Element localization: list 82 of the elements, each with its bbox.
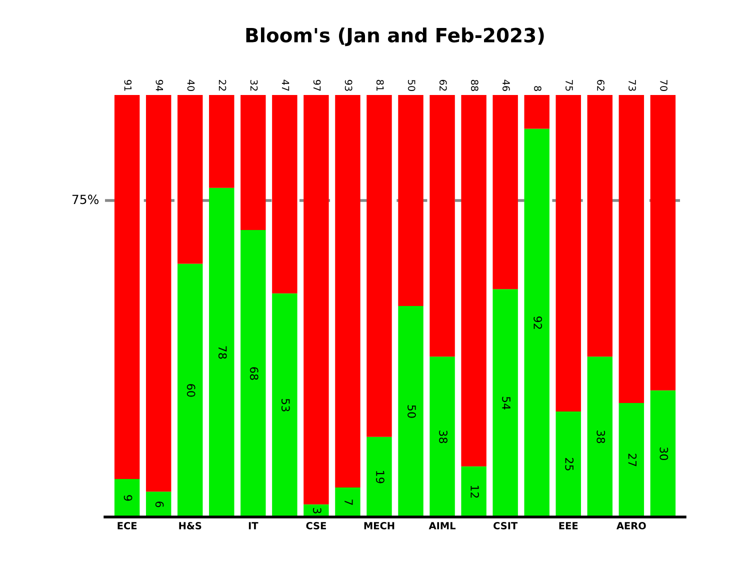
data-label: 6: [155, 502, 164, 508]
chart-title: Bloom's (Jan and Feb-2023): [246, 27, 544, 46]
bar: [430, 356, 455, 517]
data-label: 81: [376, 80, 384, 91]
bar: [587, 95, 612, 357]
bar: [178, 95, 203, 264]
bar: [398, 95, 424, 306]
data-label: 12: [470, 486, 479, 498]
bar: [556, 95, 581, 412]
data-label: 91: [124, 80, 132, 91]
bar: [587, 356, 612, 517]
data-label: 70: [660, 80, 668, 91]
x-tick-label: H&S: [179, 522, 202, 530]
data-label: 38: [439, 430, 448, 444]
data-label: 54: [502, 396, 510, 410]
data-label: 50: [408, 80, 416, 91]
data-label: 40: [187, 80, 195, 91]
bar: [209, 95, 234, 188]
data-label: 46: [502, 80, 510, 92]
x-tick-label: CSE: [306, 522, 326, 530]
data-label: 30: [660, 447, 668, 460]
bar: [556, 412, 581, 517]
data-label: 88: [470, 80, 478, 91]
data-label: 19: [376, 471, 384, 484]
bar: [618, 95, 644, 404]
bar: [366, 95, 392, 437]
data-label: 73: [628, 80, 636, 91]
data-label: 93: [344, 80, 352, 91]
bar: [178, 264, 203, 517]
bar: [461, 95, 486, 466]
bar: [114, 95, 140, 480]
bar: [240, 230, 266, 517]
bar: [272, 293, 298, 517]
x-tick-label: EEE: [559, 522, 578, 530]
bar: [335, 487, 360, 517]
bar: [335, 95, 360, 488]
bar: [461, 466, 486, 517]
data-label: 78: [218, 346, 227, 359]
bar: [146, 95, 172, 492]
data-label: 97: [313, 80, 321, 91]
bar: [618, 403, 644, 517]
x-tick-label: IT: [248, 522, 258, 530]
data-label: 75: [566, 80, 573, 91]
data-label: 9: [124, 495, 132, 501]
bar: [146, 492, 172, 517]
bar: [398, 306, 424, 517]
bar: [650, 390, 676, 517]
data-label: 8: [534, 86, 542, 91]
data-label: 50: [408, 405, 416, 418]
x-tick-label: AIML: [428, 522, 456, 530]
data-label: 47: [282, 80, 290, 91]
data-label: 68: [250, 367, 258, 380]
x-tick-label: CSIT: [494, 522, 518, 530]
bar: [114, 479, 140, 517]
bar: [524, 128, 550, 517]
bar: [430, 95, 455, 357]
bar: [492, 95, 518, 290]
data-label: 27: [628, 454, 637, 466]
bar: [650, 95, 676, 390]
data-label: 53: [281, 398, 290, 412]
x-tick-label: AERO: [616, 522, 646, 530]
data-label: 3: [312, 508, 322, 514]
bar: [366, 436, 392, 517]
data-label: 92: [534, 316, 542, 329]
data-label: 25: [565, 458, 574, 470]
x-tick-label: MECH: [364, 522, 394, 530]
bar: [272, 95, 298, 294]
ref-line-label: 75%: [72, 194, 99, 204]
data-label: 32: [250, 80, 258, 91]
data-label: 7: [344, 500, 353, 505]
x-tick-label: ECE: [118, 522, 137, 530]
bar: [209, 188, 234, 517]
bar: [304, 95, 329, 504]
bar: [492, 289, 518, 517]
bar: [524, 95, 550, 129]
data-label: 22: [218, 80, 226, 91]
data-label: 62: [597, 80, 604, 91]
data-label: 94: [156, 80, 164, 92]
data-label: 38: [596, 430, 606, 444]
bar: [240, 95, 266, 230]
data-label: 62: [439, 80, 447, 91]
data-label: 60: [186, 384, 196, 397]
